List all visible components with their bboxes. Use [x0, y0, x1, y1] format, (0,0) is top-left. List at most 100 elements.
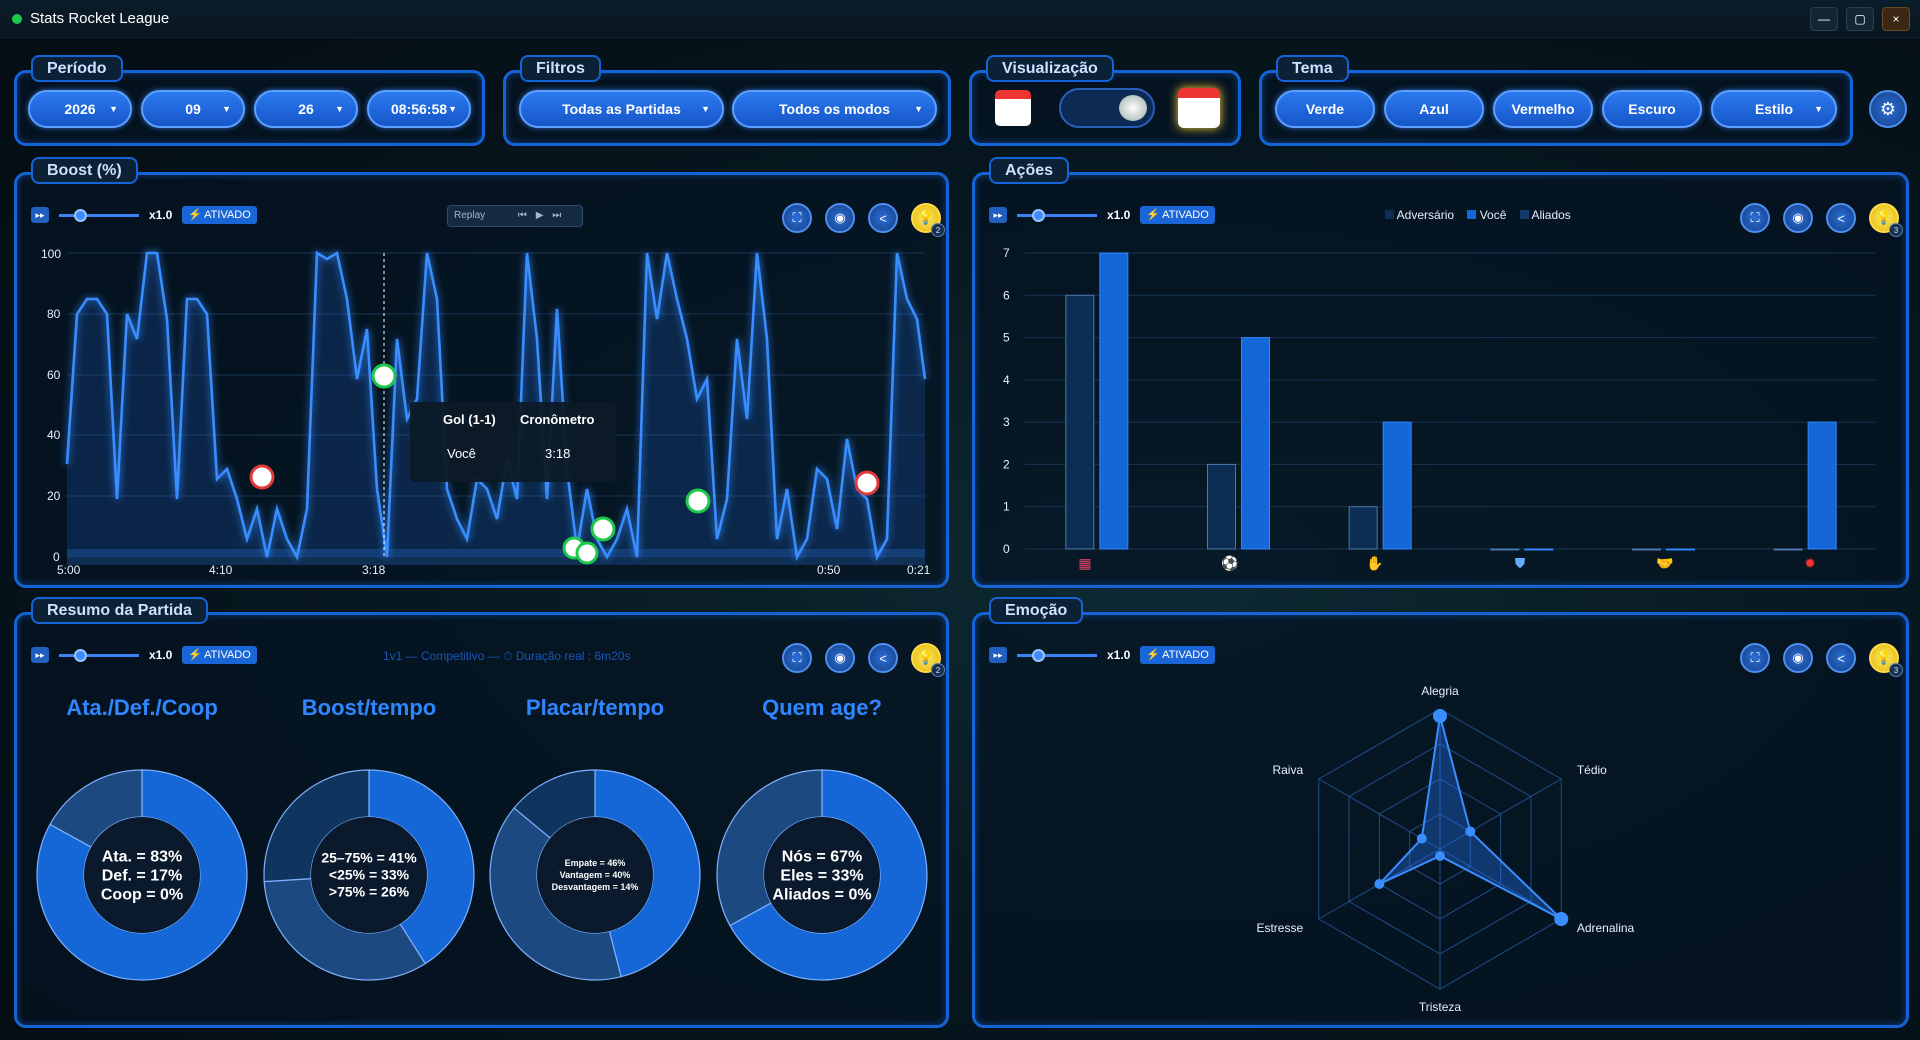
- speed-slider[interactable]: [1017, 654, 1097, 657]
- radar-point-tédio[interactable]: [1465, 826, 1476, 837]
- legend-adversario[interactable]: Adversário: [1396, 208, 1455, 222]
- bar-adversário-goal[interactable]: [1207, 463, 1236, 550]
- goal-marker-icon[interactable]: [575, 541, 599, 565]
- play-icon[interactable]: ▶: [535, 210, 544, 221]
- speed-slider-handle[interactable]: [74, 649, 87, 662]
- settings-gear-button[interactable]: ⚙: [1869, 90, 1907, 128]
- view-toggle[interactable]: [1059, 88, 1155, 128]
- goal-marker-icon[interactable]: [854, 470, 880, 496]
- calendar-event-icon[interactable]: [1178, 88, 1220, 128]
- goal-marker-icon[interactable]: [685, 488, 711, 514]
- bar-você-goal[interactable]: [1241, 337, 1270, 550]
- theme-escuro-button[interactable]: Escuro: [1602, 90, 1702, 128]
- speed-slider-handle[interactable]: [74, 209, 87, 222]
- theme-vermelho-button[interactable]: Vermelho: [1493, 90, 1593, 128]
- bar-adversário-save[interactable]: [1065, 294, 1095, 550]
- modos-select[interactable]: Todos os modos ▼: [732, 90, 937, 128]
- fullscreen-button[interactable]: ⛶: [1740, 643, 1770, 673]
- skip-back-icon[interactable]: ⏮: [517, 210, 527, 221]
- day-value: 26: [298, 101, 314, 117]
- calendar-icon[interactable]: [995, 90, 1031, 126]
- maximize-button[interactable]: ▢: [1846, 7, 1874, 31]
- chevron-down-icon: ▼: [701, 104, 710, 114]
- skip-forward-icon[interactable]: ⏭: [552, 210, 562, 221]
- fast-forward-icon[interactable]: ▸▸: [989, 647, 1007, 663]
- shot-icon: ✋: [1366, 555, 1383, 571]
- goal-marker-icon[interactable]: [249, 464, 275, 490]
- donut-label: Ata. = 83%: [102, 848, 182, 865]
- minimize-button[interactable]: —: [1810, 7, 1838, 31]
- legend-voce[interactable]: Você: [1479, 208, 1507, 222]
- title-bar: Stats Rocket League — ▢ ×: [0, 0, 1920, 38]
- radar-point-estresse[interactable]: [1374, 879, 1385, 889]
- grid: [1025, 252, 1875, 550]
- radar-point-raiva[interactable]: [1416, 833, 1427, 844]
- lightbulb-button[interactable]: 💡 2: [911, 203, 945, 237]
- fast-forward-icon[interactable]: ▸▸: [31, 647, 49, 663]
- donut-slice[interactable]: [49, 769, 143, 848]
- fast-forward-icon[interactable]: ▸▸: [989, 207, 1007, 223]
- lightbulb-button[interactable]: 💡 2: [911, 643, 945, 677]
- x-label: 3:18: [362, 563, 386, 577]
- speed-slider-handle[interactable]: [1032, 209, 1045, 222]
- partidas-select[interactable]: Todas as Partidas ▼: [519, 90, 724, 128]
- legend-aliados[interactable]: Aliados: [1531, 208, 1571, 222]
- time-select[interactable]: 08:56:58 ▼: [367, 90, 471, 128]
- bar-você-demo[interactable]: [1807, 421, 1837, 550]
- radar-point-alegria[interactable]: [1433, 709, 1447, 723]
- activated-badge[interactable]: ⚡ ATIVADO: [182, 646, 257, 664]
- donut-slice[interactable]: [489, 807, 622, 981]
- acoes-bar-chart: 0 1 2 3 4 5 6 7 ▦ ⚽ ✋ ⛊ 🤝 ✹: [1003, 246, 1875, 572]
- bar-você-defense[interactable]: [1524, 548, 1554, 551]
- share-button[interactable]: <: [1826, 203, 1856, 233]
- theme-estilo-select[interactable]: Estilo ▼: [1711, 90, 1837, 128]
- share-button[interactable]: <: [868, 643, 898, 673]
- radar-point-adrenalina[interactable]: [1554, 912, 1569, 926]
- speed-slider-handle[interactable]: [1032, 649, 1045, 662]
- fast-forward-icon[interactable]: ▸▸: [31, 207, 49, 223]
- camera-button[interactable]: ◉: [1783, 643, 1813, 673]
- match-info: 1v1 — Competitivo — ⏱ Duração real : 6m2…: [383, 649, 631, 663]
- donut-slice[interactable]: [263, 769, 370, 883]
- theme-verde-button[interactable]: Verde: [1275, 90, 1375, 128]
- bar-você-shot[interactable]: [1382, 421, 1412, 550]
- theme-azul-button[interactable]: Azul: [1384, 90, 1484, 128]
- fullscreen-button[interactable]: ⛶: [782, 203, 812, 233]
- speed-slider[interactable]: [59, 214, 139, 217]
- speed-slider[interactable]: [1017, 214, 1097, 217]
- fullscreen-button[interactable]: ⛶: [1740, 203, 1770, 233]
- y-tick: 7: [1003, 246, 1010, 260]
- share-button[interactable]: <: [868, 203, 898, 233]
- bar-adversário-shot[interactable]: [1348, 506, 1378, 550]
- camera-button[interactable]: ◉: [825, 643, 855, 673]
- goal-marker-icon[interactable]: [371, 363, 397, 389]
- chevron-down-icon: ▼: [222, 104, 231, 114]
- activated-badge[interactable]: ⚡ ATIVADO: [1140, 206, 1215, 224]
- boost-panel: Boost (%) ▸▸ x1.0 ⚡ ATIVADO Replay ⏮ ▶ ⏭…: [14, 157, 949, 588]
- camera-button[interactable]: ◉: [1783, 203, 1813, 233]
- month-select[interactable]: 09 ▼: [141, 90, 245, 128]
- radar-axis-label: Tédio: [1577, 763, 1607, 777]
- donut-title: Placar/tempo: [526, 695, 664, 720]
- lightbulb-button[interactable]: 💡 3: [1869, 643, 1903, 677]
- activated-badge[interactable]: ⚡ ATIVADO: [182, 206, 257, 224]
- day-select[interactable]: 26 ▼: [254, 90, 358, 128]
- bar-adversário-assist[interactable]: [1632, 548, 1661, 551]
- camera-button[interactable]: ◉: [825, 203, 855, 233]
- activated-badge[interactable]: ⚡ ATIVADO: [1140, 646, 1215, 664]
- chevron-down-icon: ▼: [335, 104, 344, 114]
- lightbulb-button[interactable]: 💡 3: [1869, 203, 1903, 237]
- bar-você-assist[interactable]: [1666, 548, 1695, 551]
- bar-você-save[interactable]: [1099, 252, 1129, 550]
- speed-slider[interactable]: [59, 654, 139, 657]
- replay-label: Replay: [454, 210, 486, 221]
- fullscreen-button[interactable]: ⛶: [782, 643, 812, 673]
- radar-point-tristeza[interactable]: [1435, 851, 1445, 861]
- radar-axis-label: Estresse: [1256, 921, 1303, 935]
- bar-adversário-defense[interactable]: [1490, 548, 1520, 551]
- year-select[interactable]: 2026 ▼: [28, 90, 132, 128]
- close-button[interactable]: ×: [1882, 7, 1910, 31]
- bar-adversário-demo[interactable]: [1773, 548, 1803, 551]
- goal-marker-icon[interactable]: [590, 516, 616, 542]
- share-button[interactable]: <: [1826, 643, 1856, 673]
